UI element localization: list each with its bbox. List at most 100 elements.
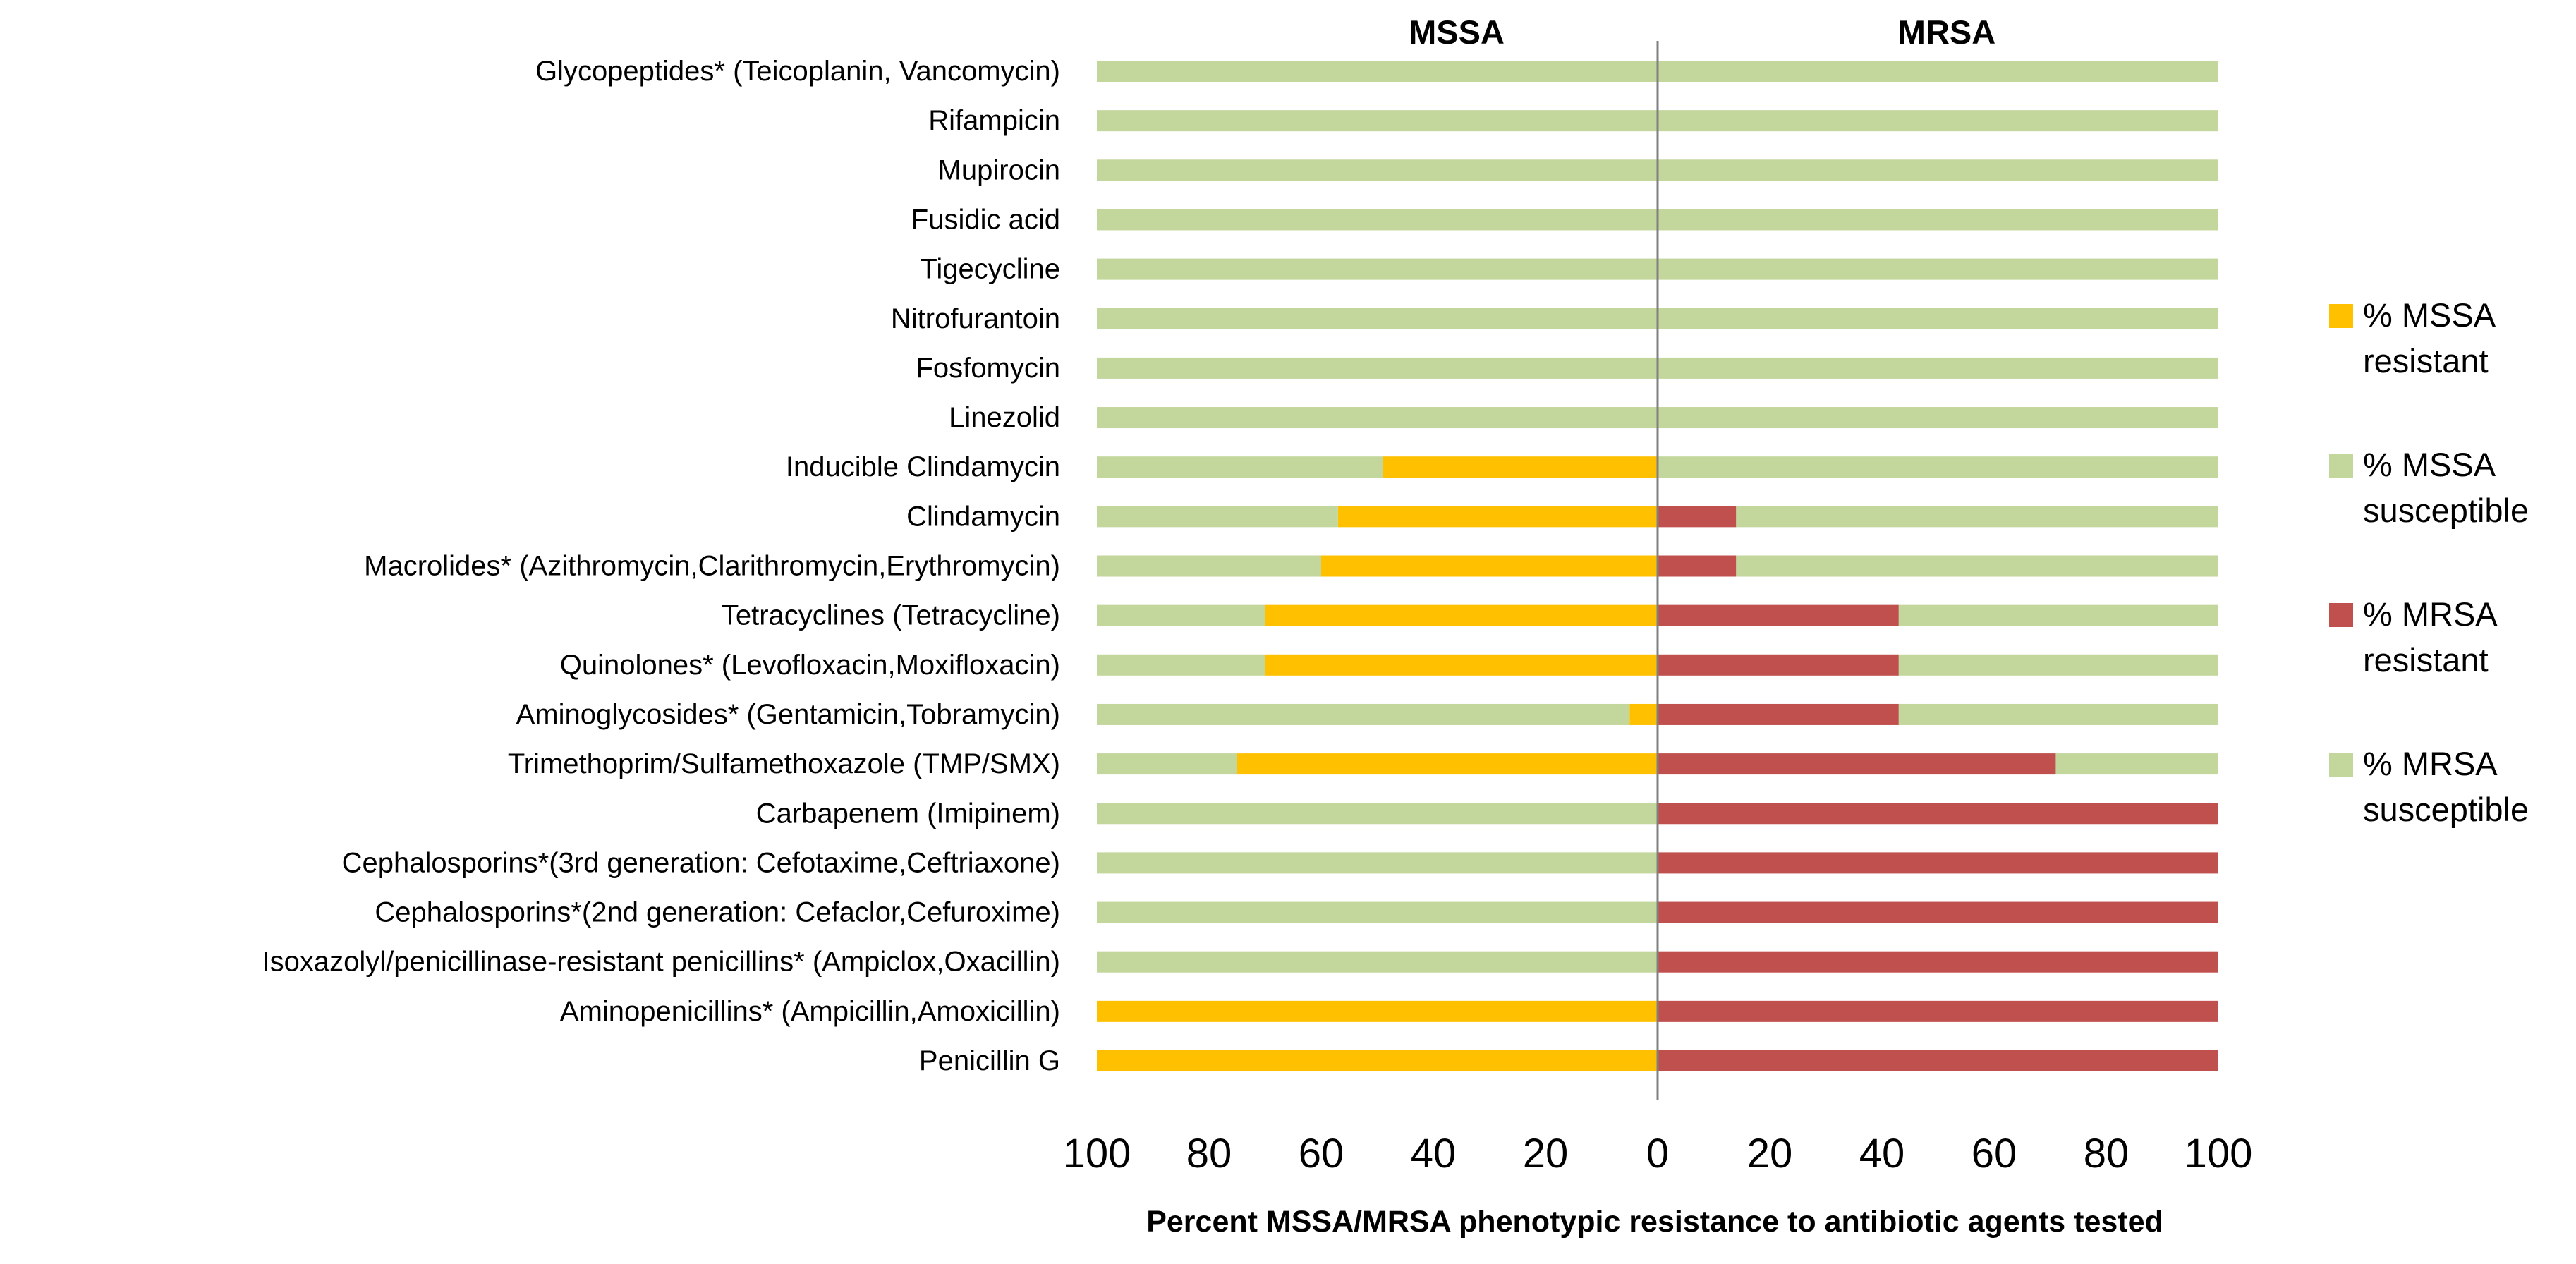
category-label: Penicillin G: [919, 1045, 1060, 1076]
bar-mrsa-susceptible: [1658, 61, 2218, 82]
bar-mssa-resistant: [1237, 753, 1658, 775]
category-label: Cephalosporins*(3rd generation: Cefotaxi…: [342, 847, 1060, 878]
category-label: Clindamycin: [906, 501, 1060, 532]
bar-mrsa-susceptible: [1658, 407, 2218, 429]
x-tick-label: 40: [1411, 1131, 1457, 1177]
bar-mssa-susceptible: [1097, 901, 1658, 923]
legend-swatch: [2329, 603, 2353, 627]
bar-mssa-susceptible: [1097, 308, 1658, 329]
bars-group: [1097, 61, 2218, 1071]
bar-mssa-susceptible: [1097, 258, 1658, 280]
bar-mssa-susceptible: [1097, 703, 1630, 725]
category-label: Isoxazolyl/penicillinase-resistant penic…: [262, 947, 1060, 978]
bar-mssa-susceptible: [1097, 209, 1658, 231]
bar-mrsa-resistant: [1658, 852, 2218, 874]
bar-mssa-resistant: [1629, 703, 1658, 725]
category-label: Aminopenicillins* (Ampicillin,Amoxicilli…: [560, 996, 1060, 1027]
bar-mssa-susceptible: [1097, 803, 1658, 825]
bar-mrsa-susceptible: [1658, 110, 2218, 132]
category-label: Carbapenem (Imipinem): [756, 798, 1060, 829]
bar-mssa-resistant: [1097, 1050, 1658, 1071]
x-tick-label: 0: [1646, 1131, 1669, 1177]
bar-mrsa-susceptible: [1658, 456, 2218, 478]
category-label: Rifampicin: [928, 105, 1060, 136]
bar-mrsa-susceptible: [1898, 654, 2218, 676]
legend-label: susceptible: [2363, 492, 2529, 529]
bar-mssa-susceptible: [1097, 555, 1321, 577]
category-label: Fusidic acid: [911, 204, 1060, 235]
bar-mssa-resistant: [1321, 555, 1658, 577]
bar-mrsa-susceptible: [1898, 703, 2218, 725]
category-label: Inducible Clindamycin: [786, 451, 1060, 482]
bar-mrsa-resistant: [1658, 901, 2218, 923]
bar-mrsa-resistant: [1658, 1000, 2218, 1022]
x-tick-labels: 100 80 60 40 20 0 20 40 60 80 100: [1063, 1131, 2253, 1177]
bar-mssa-resistant: [1265, 604, 1658, 626]
bar-mrsa-resistant: [1658, 654, 1899, 676]
x-tick-label: 100: [2185, 1131, 2253, 1177]
x-axis-title: Percent MSSA/MRSA phenotypic resistance …: [1146, 1205, 2163, 1239]
legend-label: resistant: [2363, 641, 2489, 679]
category-label: Trimethoprim/Sulfamethoxazole (TMP/SMX): [508, 748, 1060, 779]
bar-mrsa-susceptible: [1658, 209, 2218, 231]
bar-mssa-susceptible: [1097, 159, 1658, 181]
legend-label: % MRSA: [2363, 745, 2498, 782]
bar-mssa-resistant: [1265, 654, 1658, 676]
legend-swatch: [2329, 454, 2353, 478]
bar-mrsa-resistant: [1658, 604, 1899, 626]
x-tick-label: 80: [1186, 1131, 1232, 1177]
bar-mrsa-susceptible: [1658, 159, 2218, 181]
bar-mrsa-resistant: [1658, 1050, 2218, 1071]
category-label: Quinolones* (Levofloxacin,Moxifloxacin): [560, 650, 1060, 681]
category-label: Linezolid: [949, 402, 1060, 433]
bar-mssa-susceptible: [1097, 604, 1265, 626]
legend: % MSSA resistant % MSSA susceptible % MRSA re…: [2329, 296, 2529, 828]
bar-mssa-resistant: [1383, 456, 1658, 478]
bar-mrsa-resistant: [1658, 703, 1899, 725]
bar-mrsa-resistant: [1658, 803, 2218, 825]
category-label: Aminoglycosides* (Gentamicin,Tobramycin): [516, 699, 1060, 730]
bar-mrsa-resistant: [1658, 951, 2218, 973]
bar-mrsa-susceptible: [1898, 604, 2218, 626]
panel-title-mrsa: MRSA: [1898, 13, 1995, 51]
bar-mrsa-resistant: [1658, 555, 1737, 577]
category-label: Tigecycline: [920, 254, 1060, 285]
bar-mssa-susceptible: [1097, 456, 1383, 478]
category-label: Macrolides* (Azithromycin,Clarithromycin…: [364, 551, 1060, 582]
category-label: Nitrofurantoin: [891, 303, 1060, 334]
bar-mssa-susceptible: [1097, 951, 1658, 973]
bar-mssa-susceptible: [1097, 110, 1658, 132]
panel-title-mssa: MSSA: [1409, 13, 1505, 51]
legend-label: susceptible: [2363, 791, 2529, 828]
bar-mrsa-susceptible: [1658, 357, 2218, 379]
category-label: Glycopeptides* (Teicoplanin, Vancomycin): [535, 56, 1060, 87]
legend-label: % MRSA: [2363, 595, 2498, 633]
category-labels: Glycopeptides* (Teicoplanin, Vancomycin)…: [262, 56, 1060, 1076]
bar-mrsa-resistant: [1658, 506, 1737, 528]
x-tick-label: 40: [1859, 1131, 1905, 1177]
category-label: Mupirocin: [938, 154, 1060, 186]
legend-label: % MSSA: [2363, 446, 2496, 483]
legend-swatch: [2329, 753, 2353, 777]
bar-mrsa-susceptible: [1736, 555, 2218, 577]
bar-mrsa-resistant: [1658, 753, 2056, 775]
bar-mssa-susceptible: [1097, 506, 1338, 528]
bar-mssa-susceptible: [1097, 753, 1237, 775]
x-tick-label: 20: [1523, 1131, 1569, 1177]
bar-mssa-susceptible: [1097, 61, 1658, 82]
bar-mssa-susceptible: [1097, 654, 1265, 676]
x-tick-label: 60: [1972, 1131, 2017, 1177]
bar-mrsa-susceptible: [1658, 258, 2218, 280]
x-tick-label: 60: [1299, 1131, 1344, 1177]
x-tick-label: 80: [2084, 1131, 2130, 1177]
legend-label: % MSSA: [2363, 296, 2496, 334]
bar-mssa-susceptible: [1097, 852, 1658, 874]
x-tick-label: 20: [1747, 1131, 1793, 1177]
legend-swatch: [2329, 304, 2353, 328]
category-label: Fosfomycin: [916, 353, 1061, 384]
category-label: Tetracyclines (Tetracycline): [722, 600, 1060, 631]
bar-mrsa-susceptible: [1736, 506, 2218, 528]
category-label: Cephalosporins*(2nd generation: Cefaclor…: [375, 897, 1060, 928]
bar-mssa-resistant: [1097, 1000, 1658, 1022]
